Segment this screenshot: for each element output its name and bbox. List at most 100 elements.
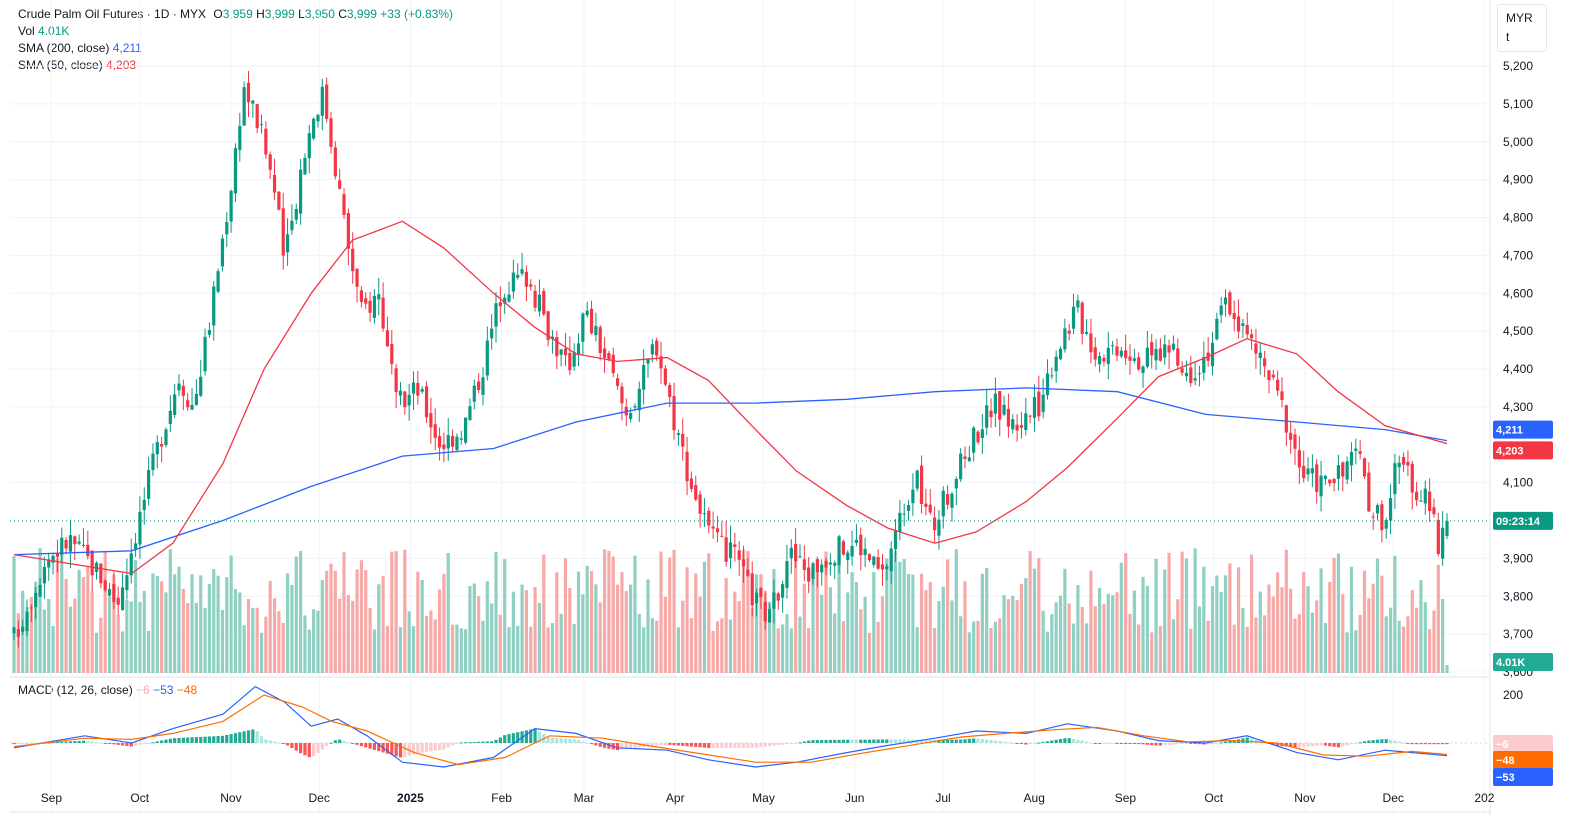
volume-bar bbox=[1084, 623, 1089, 673]
volume-bar bbox=[529, 626, 533, 673]
macd-hist-badge-box bbox=[1493, 735, 1553, 753]
macd-histogram-bar bbox=[272, 741, 277, 743]
macd-line bbox=[13, 685, 1448, 768]
volume-bar bbox=[264, 616, 268, 673]
volume-bar bbox=[802, 583, 806, 673]
time-tick-label: Dec bbox=[309, 791, 330, 805]
macd-histogram-bar bbox=[1154, 743, 1158, 746]
macd-histogram-bar bbox=[702, 743, 707, 748]
macd-histogram-bar bbox=[550, 737, 555, 743]
candle-body bbox=[985, 405, 989, 428]
macd-histogram-bar bbox=[1132, 743, 1136, 744]
volume-bar bbox=[594, 584, 598, 673]
volume-bar bbox=[385, 625, 390, 673]
macd-histogram-bar bbox=[1076, 739, 1080, 743]
macd-histogram-bar bbox=[299, 743, 303, 754]
macd-histogram-bar bbox=[672, 743, 676, 746]
macd-histogram-bar bbox=[155, 741, 159, 743]
macd-histogram-bar bbox=[1276, 743, 1280, 746]
volume-bar bbox=[715, 621, 720, 673]
legend-symbol-row[interactable]: Crude Palm Oil Futures · 1D · MYX O3,959… bbox=[18, 6, 453, 23]
candle-body bbox=[989, 410, 993, 418]
volume-bar bbox=[277, 611, 281, 673]
volume-bar bbox=[1058, 595, 1063, 673]
open-value: 3,959 bbox=[222, 7, 253, 21]
candle-body bbox=[394, 368, 398, 392]
volume-bar bbox=[963, 581, 967, 673]
volume-bar bbox=[190, 574, 194, 673]
macd-histogram-bar bbox=[1171, 743, 1176, 745]
volume-bar bbox=[589, 571, 594, 673]
volume-bar bbox=[841, 621, 846, 673]
volume-bar bbox=[1167, 552, 1171, 673]
macd-histogram-bar bbox=[216, 736, 220, 743]
volume-bar bbox=[242, 625, 246, 673]
macd-histogram-bar bbox=[68, 741, 73, 743]
candle-body bbox=[338, 180, 342, 189]
legend-volume-row[interactable]: Vol 4.01K bbox=[18, 23, 453, 40]
macd-histogram-bar bbox=[1228, 741, 1232, 743]
candle-body bbox=[177, 383, 181, 391]
candle-body bbox=[229, 190, 233, 222]
grid-lines bbox=[10, 0, 1490, 812]
macd-histogram-bar bbox=[390, 743, 394, 755]
macd-histogram-bar bbox=[351, 743, 355, 744]
macd-histogram-bar bbox=[1137, 743, 1141, 745]
candle-body bbox=[264, 128, 268, 155]
volume-bar bbox=[1006, 599, 1011, 673]
volume-bar bbox=[607, 550, 611, 673]
volume-bar bbox=[546, 627, 550, 673]
macd-histogram-bar bbox=[789, 743, 793, 744]
volume-bar bbox=[1367, 598, 1371, 673]
volume-bar bbox=[442, 573, 446, 673]
macd-histogram-bar bbox=[863, 739, 867, 743]
candle-body bbox=[155, 441, 159, 455]
candle-body bbox=[424, 386, 429, 418]
macd-histogram-bar bbox=[946, 739, 950, 743]
macd-histogram-bar bbox=[1037, 742, 1041, 744]
macd-histogram-bar bbox=[1050, 740, 1054, 743]
legend-sma200-row[interactable]: SMA (200, close) 4,211 bbox=[18, 40, 453, 57]
currency-unit-selector[interactable]: MYR t bbox=[1497, 4, 1547, 52]
volume-bar bbox=[776, 628, 780, 673]
macd-histogram-bar bbox=[481, 741, 485, 743]
macd-histogram-bar bbox=[494, 739, 498, 743]
candle-body bbox=[568, 352, 572, 371]
macd-histogram-bar bbox=[824, 739, 828, 743]
candle-body bbox=[1380, 504, 1384, 531]
candle-body bbox=[285, 234, 290, 253]
price-axis[interactable]: 5,200 5,100 5,000 4,900 4,800 4,700 4,600 4,500… bbox=[1503, 59, 1533, 702]
candle-body bbox=[1328, 479, 1332, 484]
volume-bar bbox=[629, 584, 633, 673]
macd-histogram-bar bbox=[733, 743, 737, 748]
volume-bar bbox=[885, 558, 889, 673]
macd-histogram-bar bbox=[212, 736, 216, 743]
volume-bar bbox=[880, 596, 885, 673]
volume-bar bbox=[368, 607, 372, 673]
macd-histogram-bar bbox=[1041, 741, 1045, 743]
macd-legend[interactable]: MACD (12, 26, close) −6 −53 −48 bbox=[18, 683, 197, 697]
volume-bar bbox=[811, 569, 815, 673]
candle-body bbox=[1245, 324, 1249, 335]
time-tick-label: Apr bbox=[666, 791, 685, 805]
time-axis[interactable]: Sep Oct Nov Dec 2025 Feb Mar Apr May Jun Jul Aug Sep… bbox=[41, 791, 1495, 805]
candle-body bbox=[1336, 465, 1341, 479]
legend-sma50-row[interactable]: SMA (50, close) 4,203 bbox=[18, 57, 453, 74]
candle-body bbox=[1423, 488, 1427, 504]
macd-value: −53 bbox=[153, 683, 174, 697]
macd-histogram-bar bbox=[251, 729, 255, 743]
macd-histogram-bar bbox=[346, 742, 350, 744]
candle-body bbox=[333, 147, 337, 177]
candle-body bbox=[1098, 356, 1102, 365]
candle-body bbox=[1189, 367, 1193, 384]
candle-body bbox=[377, 294, 381, 300]
candle-body bbox=[1080, 302, 1084, 334]
macd-histogram-bar bbox=[585, 742, 589, 744]
volume-bar bbox=[954, 549, 958, 673]
candle-body bbox=[1223, 297, 1228, 305]
macd-histogram-bar bbox=[937, 739, 941, 743]
macd-histogram-bar bbox=[1323, 743, 1328, 746]
candle-body bbox=[789, 547, 793, 559]
macd-histogram-bar bbox=[160, 740, 164, 743]
